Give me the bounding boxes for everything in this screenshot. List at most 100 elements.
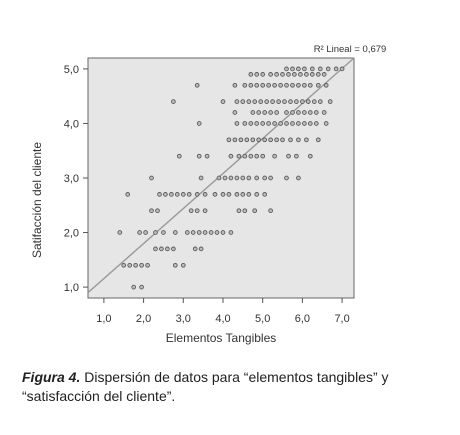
- data-point: [274, 137, 279, 143]
- data-point: [204, 153, 210, 159]
- data-point: [172, 262, 178, 268]
- data-point: [254, 82, 260, 88]
- data-point: [284, 82, 289, 88]
- data-point: [254, 72, 260, 77]
- data-point: [258, 99, 264, 104]
- data-point: [240, 99, 246, 104]
- data-point: [272, 153, 277, 159]
- x-tick-label: 7,0: [334, 313, 349, 325]
- data-point: [282, 99, 287, 104]
- data-point: [246, 192, 252, 197]
- data-point: [268, 72, 273, 77]
- x-tick-label: 2,0: [136, 313, 151, 325]
- data-point: [317, 66, 323, 72]
- data-point: [252, 208, 258, 214]
- data-point: [268, 137, 273, 143]
- data-point: [228, 230, 234, 235]
- data-point: [290, 82, 295, 88]
- data-point: [288, 137, 293, 143]
- data-point: [242, 208, 248, 214]
- data-point: [302, 121, 307, 126]
- data-point: [188, 208, 194, 214]
- data-point: [242, 121, 248, 126]
- data-point: [300, 99, 305, 104]
- data-point: [157, 192, 162, 197]
- data-point: [220, 192, 226, 197]
- data-point: [284, 175, 289, 181]
- data-point: [286, 153, 291, 159]
- x-tick-label: 5,0: [255, 313, 270, 325]
- x-tick-label: 1,0: [96, 313, 111, 325]
- data-point: [196, 121, 202, 126]
- data-point: [242, 82, 248, 88]
- data-point: [276, 99, 281, 104]
- data-point: [216, 175, 222, 181]
- data-point: [125, 192, 131, 197]
- data-point: [190, 230, 196, 235]
- data-point: [302, 82, 307, 88]
- data-point: [323, 82, 329, 88]
- data-point: [232, 110, 238, 115]
- data-point: [171, 99, 176, 104]
- data-point: [321, 72, 327, 77]
- data-point: [149, 175, 154, 181]
- data-point: [313, 110, 319, 115]
- data-point: [309, 72, 315, 77]
- data-point: [240, 192, 246, 197]
- data-point: [260, 153, 266, 159]
- data-point: [163, 192, 168, 197]
- data-point: [202, 230, 208, 235]
- data-point: [278, 121, 283, 126]
- data-point: [234, 175, 240, 181]
- data-point: [250, 137, 256, 143]
- data-point: [202, 208, 208, 214]
- data-point: [284, 66, 289, 72]
- data-point: [278, 82, 283, 88]
- fit-line-group: [87, 57, 355, 294]
- data-point: [254, 121, 260, 126]
- data-point: [196, 230, 202, 235]
- data-point: [186, 192, 192, 197]
- data-point: [284, 110, 289, 115]
- data-point: [296, 121, 301, 126]
- data-point: [171, 246, 176, 252]
- data-point: [220, 99, 226, 104]
- data-point: [256, 137, 262, 143]
- data-point: [176, 153, 182, 159]
- data-point: [153, 230, 158, 235]
- data-point: [254, 153, 260, 159]
- data-point: [262, 192, 268, 197]
- data-point: [290, 110, 295, 115]
- data-point: [133, 262, 138, 268]
- data-point: [262, 175, 268, 181]
- y-axis-ticks: 1,0 2,0 3,0 4,0 5,0: [64, 64, 88, 294]
- data-point: [169, 192, 174, 197]
- data-point: [290, 121, 295, 126]
- data-point: [161, 230, 166, 235]
- data-point: [280, 137, 285, 143]
- data-point: [117, 230, 123, 235]
- data-point: [234, 192, 240, 197]
- r-squared-annotation: R² Lineal = 0,679: [314, 44, 387, 55]
- data-point: [228, 153, 234, 159]
- data-point: [198, 246, 204, 252]
- data-point: [296, 82, 301, 88]
- data-point: [198, 175, 204, 181]
- data-point: [325, 66, 331, 72]
- data-point: [155, 208, 160, 214]
- data-point: [250, 110, 256, 115]
- data-point: [256, 110, 262, 115]
- data-point: [174, 192, 180, 197]
- data-point: [172, 230, 178, 235]
- y-tick-label: 5,0: [64, 64, 79, 76]
- data-point: [296, 175, 301, 181]
- data-point: [254, 175, 260, 181]
- data-point: [315, 72, 321, 77]
- data-point: [280, 72, 285, 77]
- regression-line: [87, 57, 355, 294]
- data-point: [266, 121, 271, 126]
- data-point: [234, 99, 240, 104]
- data-point: [272, 82, 277, 88]
- data-point: [232, 137, 238, 143]
- data-point: [137, 230, 142, 235]
